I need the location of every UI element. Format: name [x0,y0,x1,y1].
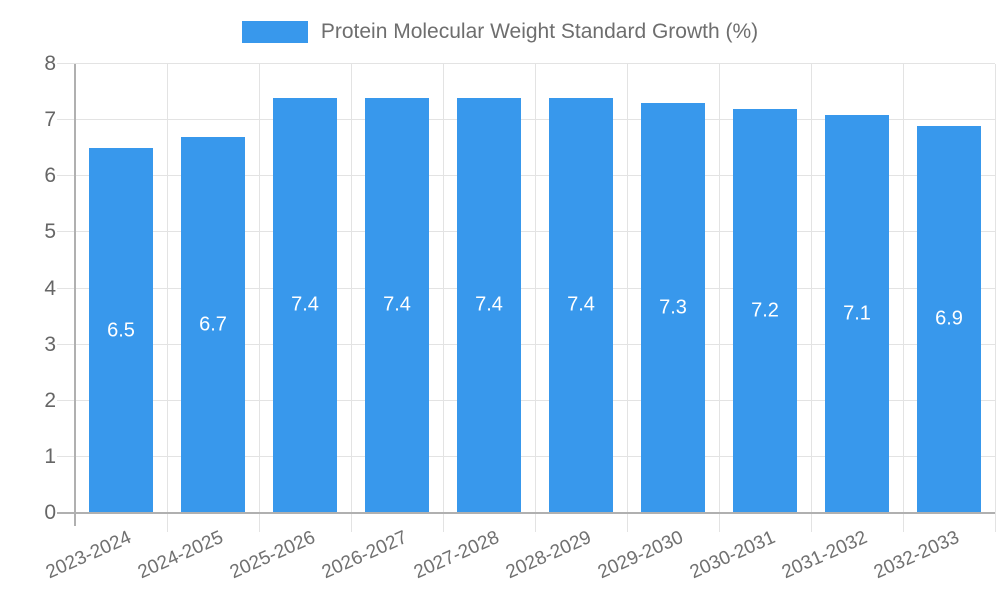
bar-value-label: 6.7 [199,313,227,336]
y-tick-label: 0 [44,501,56,524]
bar-value-label: 7.4 [291,293,319,316]
bar-2023-2024[interactable] [89,148,153,513]
x-tick-label: 2030-2031 [686,527,779,584]
bar-2027-2028[interactable] [457,97,521,513]
gridline-horizontal [57,455,995,457]
y-tick-label: 2 [44,388,56,412]
chart-legend: Protein Molecular Weight Standard Growth… [0,19,1000,45]
x-tick-label: 2032-2033 [870,527,963,584]
y-tick-label: 4 [44,276,56,300]
bar-2029-2030[interactable] [641,103,705,513]
x-tick-label: 2024-2025 [134,527,227,584]
gridline-vertical [626,64,628,532]
bar-2031-2032[interactable] [825,114,889,513]
gridline-vertical [902,64,904,532]
bar-2028-2029[interactable] [549,97,613,513]
x-tick-label: 2026-2027 [318,527,411,584]
y-tick-label: 3 [44,332,56,356]
bar-2030-2031[interactable] [733,108,797,513]
legend-color-swatch [241,21,308,43]
bar-value-label: 7.4 [383,293,411,316]
gridline-horizontal [57,287,995,289]
gridline-horizontal [57,175,995,177]
bar-value-label: 7.4 [567,293,595,316]
bar-2032-2033[interactable] [917,125,981,513]
bar-2024-2025[interactable] [181,136,245,513]
x-axis-line [57,512,995,514]
gridline-horizontal [57,119,995,121]
gridline-horizontal [57,63,995,64]
y-tick-label: 6 [44,164,56,188]
y-tick-label: 7 [44,108,56,132]
gridline-vertical [166,64,168,532]
y-axis-line [74,64,76,526]
gridline-horizontal [57,343,995,345]
bar-2025-2026[interactable] [273,97,337,513]
gridline-vertical [810,64,812,532]
bar-value-label: 7.2 [751,299,779,322]
gridline-vertical [350,64,352,532]
y-tick-label: 8 [44,52,56,75]
bar-value-label: 6.5 [107,319,135,342]
bar-2026-2027[interactable] [365,97,429,513]
plot-area: 0 1 2 3 4 5 6 7 8 6.5 2023-2024 6.7 2024-2025 7.4 2025… [43,52,996,583]
bar-value-label: 7.4 [475,293,503,316]
gridline-vertical [994,64,996,532]
legend-label: Protein Molecular Weight Standard Growth… [320,20,759,43]
x-tick-label: 2027-2028 [410,527,503,584]
gridline-horizontal [57,399,995,401]
x-tick-label: 2025-2026 [226,527,319,584]
gridline-horizontal [57,231,995,233]
bar-value-label: 7.3 [659,296,687,319]
gridline-vertical [534,64,536,532]
gridline-vertical [258,64,260,532]
y-tick-label: 1 [44,444,56,468]
bar-value-label: 6.9 [935,307,963,330]
gridline-vertical [442,64,444,532]
y-tick-label: 5 [44,220,56,244]
bar-value-label: 7.1 [843,302,871,325]
x-tick-label: 2023-2024 [42,527,135,584]
x-tick-label: 2029-2030 [594,527,687,584]
x-tick-label: 2028-2029 [502,527,595,584]
x-tick-label: 2031-2032 [778,527,871,584]
gridline-vertical [718,64,720,532]
